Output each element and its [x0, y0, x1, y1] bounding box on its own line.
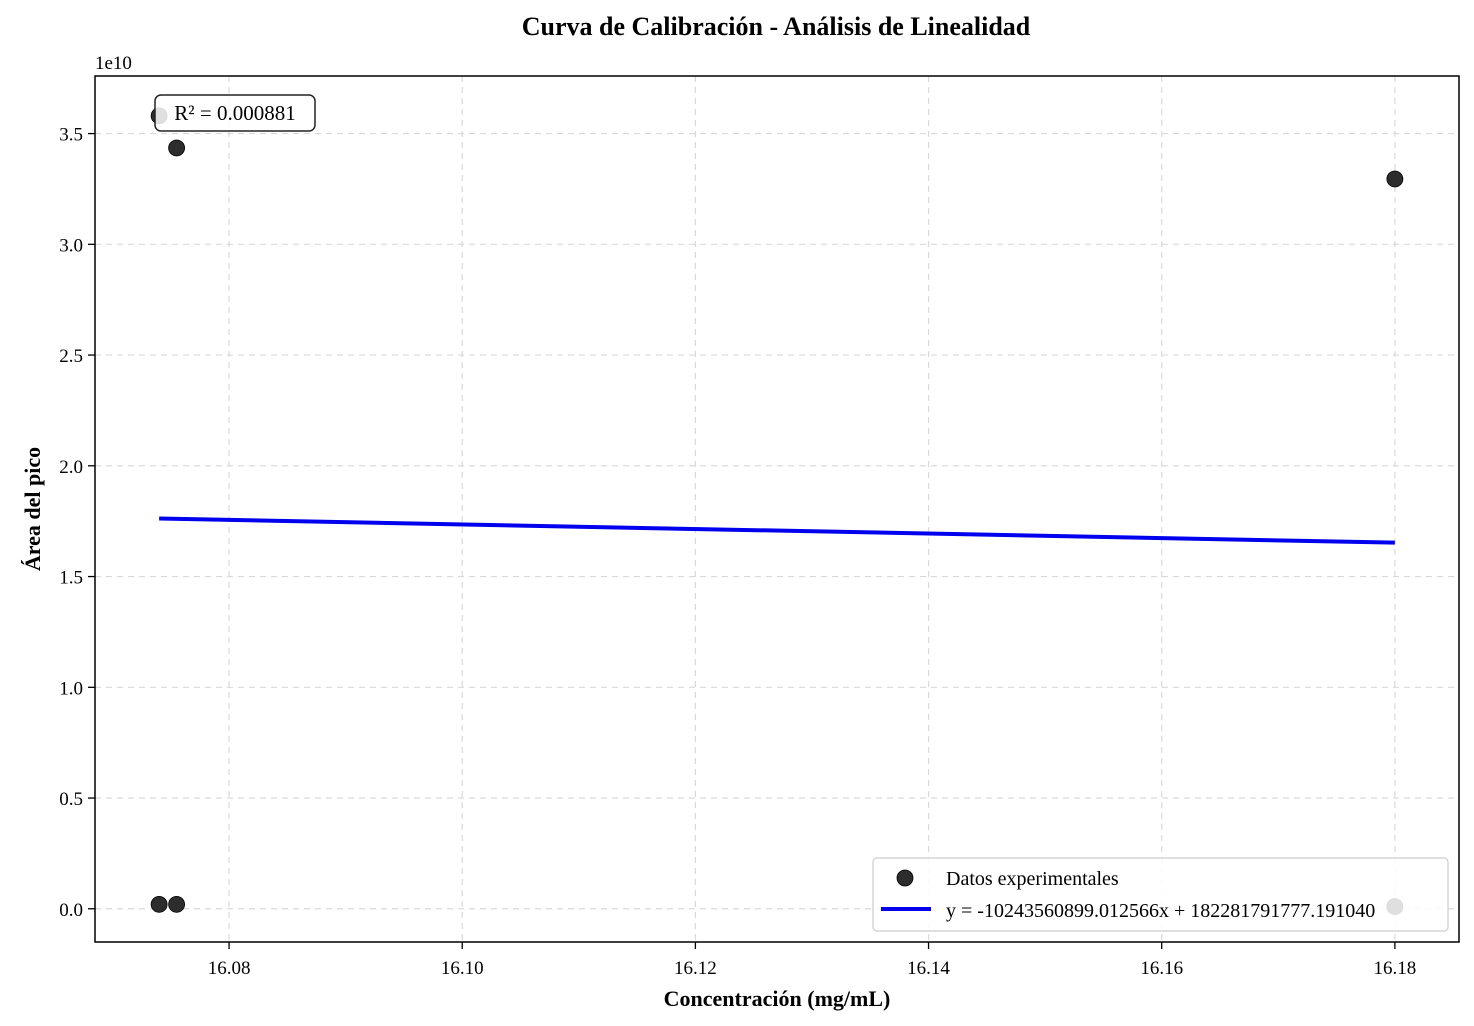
legend-label-scatter: Datos experimentales — [946, 868, 1119, 890]
legend: Datos experimentales y = -10243560899.01… — [872, 857, 1449, 932]
y-offset-label: 1e10 — [95, 53, 132, 74]
data-point — [150, 895, 168, 913]
y-axis-label: Área del pico — [20, 447, 45, 571]
data-point — [1386, 170, 1404, 188]
regression-line — [159, 516, 1395, 545]
data-point — [168, 895, 186, 913]
y-tick-label: 0.0 — [59, 900, 83, 921]
regression-line-layer — [159, 516, 1395, 545]
x-tick-label: 16.12 — [674, 958, 717, 979]
x-tick-label: 16.14 — [907, 958, 950, 979]
y-tick-label: 2.5 — [59, 346, 83, 367]
plot-frame — [94, 75, 1460, 943]
legend-marker-scatter — [896, 869, 914, 887]
y-axis: 0.0 0.5 1.0 1.5 2.0 2.5 3.0 3.5 — [59, 125, 95, 921]
data-point — [168, 139, 186, 157]
x-tick-label: 16.18 — [1374, 958, 1417, 979]
x-axis: 16.08 16.10 16.12 16.14 16.16 16.18 — [208, 942, 1417, 979]
y-tick-label: 3.5 — [59, 125, 83, 146]
y-tick-label: 2.0 — [59, 457, 83, 478]
x-tick-label: 16.08 — [208, 958, 251, 979]
legend-label-line: y = -10243560899.012566x + 182281791777.… — [946, 900, 1375, 922]
r2-annotation: R² = 0.000881 — [154, 94, 316, 132]
data-points-layer — [150, 107, 1404, 915]
x-tick-label: 16.10 — [441, 958, 484, 979]
y-tick-label: 0.5 — [59, 789, 83, 810]
grid — [95, 76, 1459, 942]
chart-title: Curva de Calibración - Análisis de Linea… — [522, 12, 1031, 41]
r2-annotation-text: R² = 0.000881 — [174, 101, 295, 125]
r2-annotation-box — [154, 94, 316, 132]
x-tick-label: 16.16 — [1140, 958, 1183, 979]
y-tick-label: 1.0 — [59, 678, 83, 699]
legend-box — [872, 857, 1449, 932]
y-tick-label: 1.5 — [59, 568, 83, 589]
x-axis-label: Concentración (mg/mL) — [664, 986, 891, 1011]
y-tick-label: 3.0 — [59, 235, 83, 256]
